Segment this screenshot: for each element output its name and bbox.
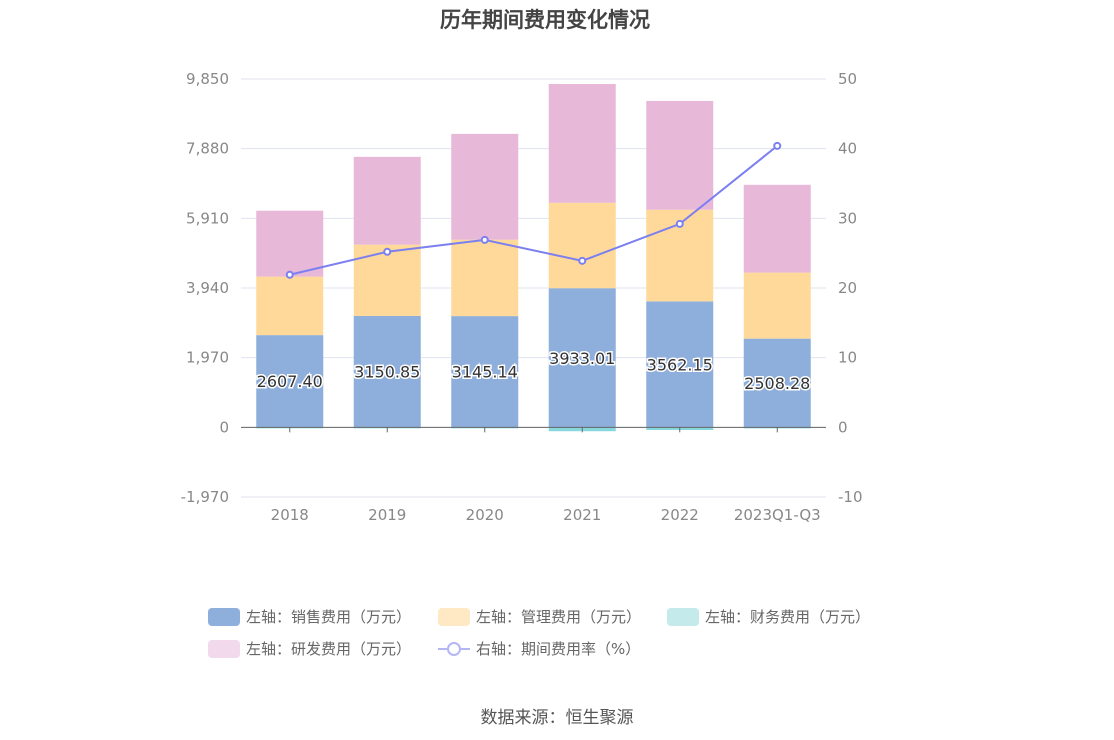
x-tick-label: 2020 xyxy=(466,506,504,524)
legend-label: 左轴：研发费用（万元） xyxy=(246,640,412,658)
chart-plot: 9,850 50 7,880 40 5,910 30 3,940 20 1,970 10 0 0 -1,… xyxy=(181,70,863,524)
bar-0 xyxy=(646,301,714,428)
bar-1 xyxy=(548,202,616,289)
legend-label: 左轴：财务费用（万元） xyxy=(705,608,871,626)
legend-line-icon xyxy=(438,641,470,656)
rate-point xyxy=(285,270,294,279)
right-tick-label: 40 xyxy=(838,140,857,158)
bar-1 xyxy=(743,272,811,339)
right-tick-label: 0 xyxy=(838,418,848,436)
x-tick-label: 2018 xyxy=(271,506,309,524)
bar-0 xyxy=(743,338,811,428)
rate-line xyxy=(289,145,778,276)
legend-label: 左轴：管理费用（万元） xyxy=(476,608,642,626)
bar-1 xyxy=(451,239,519,317)
data-source: 数据来源：恒生聚源 xyxy=(480,708,634,728)
legend-item-finance[interactable]: 左轴：财务费用（万元） xyxy=(667,606,870,627)
x-tick-label: 2019 xyxy=(368,506,406,524)
right-tick-label: 50 xyxy=(838,70,857,88)
left-tick-label: -1,970 xyxy=(181,488,229,506)
data-label: 3150.85 xyxy=(354,363,420,382)
bar-0 xyxy=(548,288,616,428)
right-tick-label: 20 xyxy=(838,279,857,297)
bar-3 xyxy=(548,83,616,203)
legend-label: 左轴：销售费用（万元） xyxy=(246,608,412,626)
left-tick-label: 3,940 xyxy=(186,279,229,297)
data-label: 2508.28 xyxy=(744,374,810,393)
chart-title: 历年期间费用变化情况 xyxy=(440,8,650,32)
legend-item-rate[interactable]: 右轴：期间费用率（%） xyxy=(438,638,640,659)
bar-1 xyxy=(256,276,324,336)
data-label: 3562.15 xyxy=(647,355,713,374)
bar-0 xyxy=(451,316,519,428)
left-tick-label: 5,910 xyxy=(186,209,229,227)
legend-swatch xyxy=(208,607,240,626)
data-label: 3145.14 xyxy=(452,363,518,382)
left-tick-label: 1,970 xyxy=(186,349,229,367)
bar-3 xyxy=(256,210,324,277)
right-tick-label: -10 xyxy=(838,488,863,506)
data-label: 3933.01 xyxy=(549,349,615,368)
bar-3 xyxy=(646,100,714,210)
data-label: 2607.40 xyxy=(257,372,323,391)
rate-point xyxy=(675,219,684,228)
x-tick-label: 2022 xyxy=(661,506,699,524)
legend-swatch xyxy=(667,607,699,626)
x-tick-label: 2021 xyxy=(563,506,601,524)
bar-0 xyxy=(353,315,421,428)
left-tick-label: 7,880 xyxy=(186,140,229,158)
bar-3 xyxy=(353,156,421,245)
right-tick-label: 30 xyxy=(838,209,857,227)
legend-item-rnd[interactable]: 左轴：研发费用（万元） xyxy=(208,638,411,659)
legend-swatch xyxy=(208,639,240,658)
legend-item-sales[interactable]: 左轴：销售费用（万元） xyxy=(208,606,411,627)
bar-3 xyxy=(451,133,519,240)
bar-0 xyxy=(256,335,324,428)
rate-point xyxy=(480,235,489,244)
bar-3 xyxy=(743,184,811,273)
left-tick-label: 9,850 xyxy=(186,70,229,88)
legend-swatch xyxy=(438,607,470,626)
rate-point xyxy=(773,141,782,150)
legend-item-admin[interactable]: 左轴：管理费用（万元） xyxy=(438,606,641,627)
x-tick-label: 2023Q1-Q3 xyxy=(734,506,821,524)
legend-label: 右轴：期间费用率（%） xyxy=(476,640,641,658)
left-tick-label: 0 xyxy=(219,418,229,436)
rate-point xyxy=(578,256,587,265)
rate-point xyxy=(383,247,392,256)
right-tick-label: 10 xyxy=(838,349,857,367)
